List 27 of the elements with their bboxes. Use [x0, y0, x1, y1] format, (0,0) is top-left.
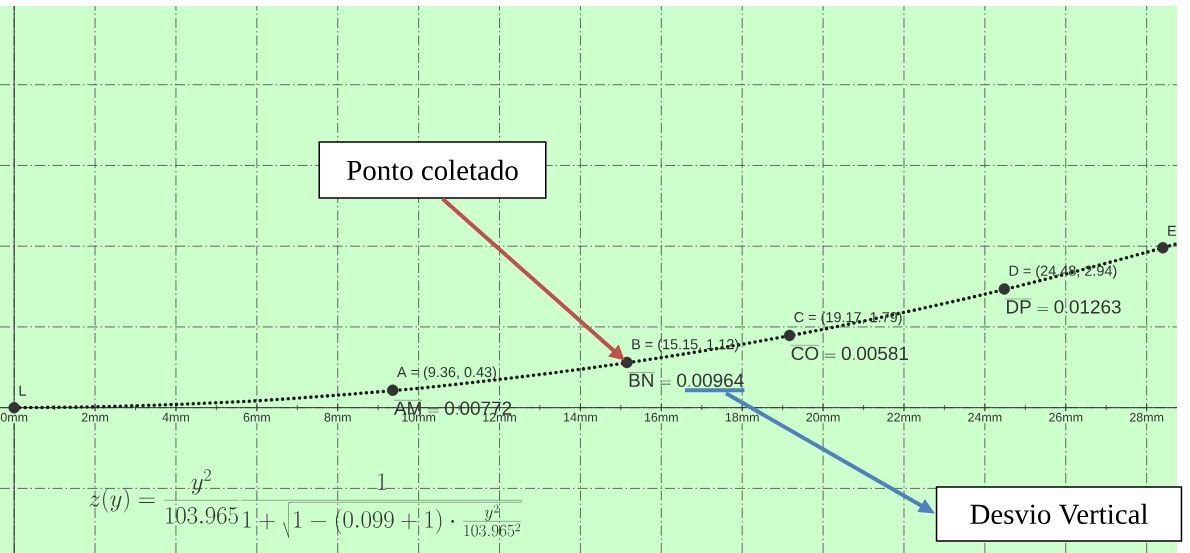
x-tick-label: 28mm: [1129, 412, 1164, 422]
annotation: E: [1168, 225, 1177, 236]
annotation: Desvio Vertical: [970, 503, 1148, 525]
x-tick-label: 2mm: [81, 412, 109, 422]
x-tick-label: 24mm: [968, 412, 1002, 422]
point: [621, 356, 633, 369]
x-tick-label: 14mm: [564, 412, 597, 422]
point: [783, 329, 796, 342]
x-tick-label: 26mm: [1049, 412, 1083, 422]
annotation: $\overline{\mathrm{CO}} = \mathrm{0.00581}$: [790, 345, 908, 361]
data-label: C = (19.17, 1.79): [794, 311, 902, 326]
x-tick-label: 8mm: [324, 412, 351, 422]
annotation: $z(y) = \frac{y^2}{103.965} \frac{1}{1 + \sqrt{1 - (0.099 + 1) \cdot \frac{y^2}{103.965^2}}}$: [89, 469, 523, 538]
point: [387, 384, 399, 396]
x-tick-label: 0mm: [0, 412, 28, 422]
x-tick-label: 22mm: [887, 412, 921, 422]
x-tick-label: 6mm: [243, 412, 270, 422]
annotation: Ponto coletado: [347, 159, 518, 181]
annotation: $\overline{\mathrm{DP}} = \mathrm{0.01263}$: [1005, 298, 1121, 314]
point: [998, 283, 1010, 295]
annotation: $\overline{\mathrm{BN}} = \mathrm{0.00964}$: [628, 372, 744, 388]
x-tick-label: 16mm: [644, 412, 678, 422]
x-tick-label: 4mm: [162, 412, 189, 422]
x-tick-label: 18mm: [725, 412, 759, 422]
annotation: L: [19, 385, 26, 396]
x-tick-label: 20mm: [806, 412, 840, 422]
point: [1157, 242, 1169, 254]
